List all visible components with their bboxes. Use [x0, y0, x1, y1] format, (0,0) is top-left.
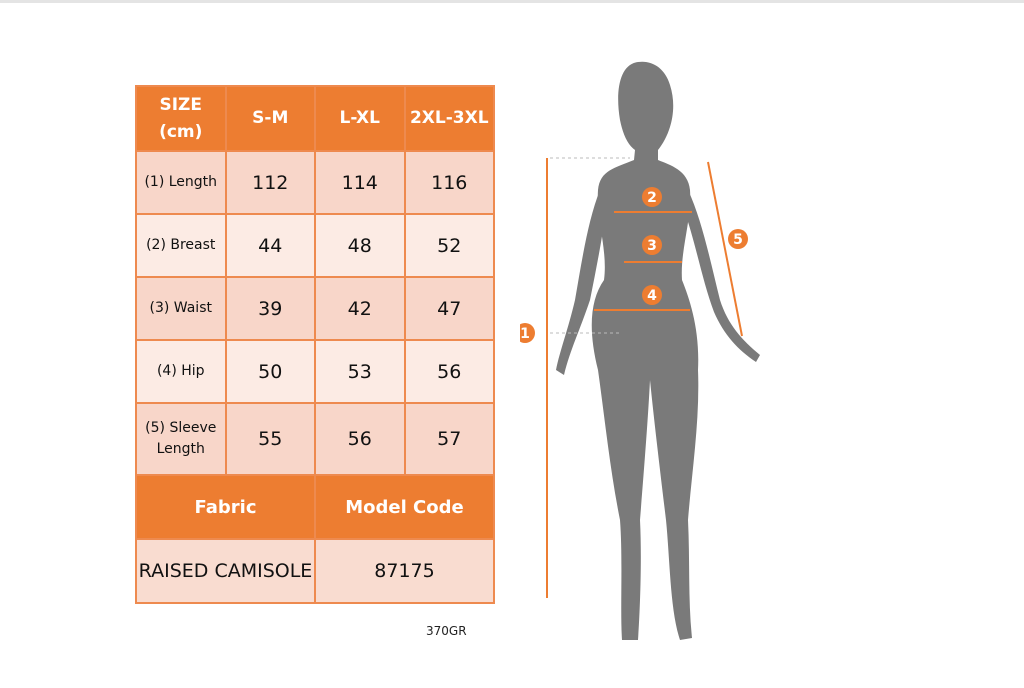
cell: 47	[403, 276, 495, 341]
table-row: (1) Length 112 114 116	[135, 150, 495, 215]
cell: 56	[403, 339, 495, 404]
cell: 114	[314, 150, 406, 215]
header-s-m: S-M	[224, 85, 316, 152]
guide-lines	[550, 157, 630, 334]
size-chart-table: SIZE (cm) S-M L-XL 2XL-3XL (1) Length 11…	[135, 85, 495, 604]
header-row: SIZE (cm) S-M L-XL 2XL-3XL	[135, 85, 495, 152]
row-label: (2) Breast	[135, 213, 227, 278]
fabric-value: RAISED CAMISOLE	[135, 538, 316, 604]
marker-2: 2	[647, 190, 657, 206]
body-silhouette-figure: 1 2 3 4 5	[520, 61, 760, 641]
marker-4: 4	[647, 288, 657, 304]
row-label: (4) Hip	[135, 339, 227, 404]
table-row: (2) Breast 44 48 52	[135, 213, 495, 278]
header-size: SIZE (cm)	[135, 85, 227, 152]
cell: 112	[224, 150, 316, 215]
row-label: (3) Waist	[135, 276, 227, 341]
cell: 55	[224, 402, 316, 476]
cell: 50	[224, 339, 316, 404]
markers: 1 2 3 4 5	[520, 187, 748, 343]
fabric-weight-note: 370GR	[426, 624, 467, 638]
marker-5: 5	[733, 232, 743, 248]
cell: 116	[403, 150, 495, 215]
row-label: (5) Sleeve Length	[135, 402, 227, 476]
marker-1: 1	[520, 326, 530, 342]
cell: 52	[403, 213, 495, 278]
cell: 57	[403, 402, 495, 476]
fabric-value-row: RAISED CAMISOLE 87175	[135, 538, 495, 604]
cell: 56	[314, 402, 406, 476]
cell: 39	[224, 276, 316, 341]
sleeve-line	[707, 161, 743, 337]
measure-lines	[546, 158, 743, 598]
model-code-label: Model Code	[314, 474, 495, 540]
fabric-label: Fabric	[135, 474, 316, 540]
silhouette	[556, 61, 760, 641]
cell: 53	[314, 339, 406, 404]
row-label: (1) Length	[135, 150, 227, 215]
table-row: (4) Hip 50 53 56	[135, 339, 495, 404]
fabric-header-row: Fabric Model Code	[135, 474, 495, 540]
cell: 48	[314, 213, 406, 278]
marker-3: 3	[647, 238, 657, 254]
table-row: (5) Sleeve Length 55 56 57	[135, 402, 495, 476]
table-row: (3) Waist 39 42 47	[135, 276, 495, 341]
cell: 42	[314, 276, 406, 341]
header-2xl-3xl: 2XL-3XL	[403, 85, 495, 152]
header-l-xl: L-XL	[314, 85, 406, 152]
cell: 44	[224, 213, 316, 278]
model-code-value: 87175	[314, 538, 495, 604]
top-border	[0, 0, 1024, 3]
